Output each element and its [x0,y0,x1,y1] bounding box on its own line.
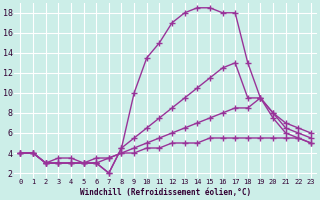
X-axis label: Windchill (Refroidissement éolien,°C): Windchill (Refroidissement éolien,°C) [80,188,251,197]
